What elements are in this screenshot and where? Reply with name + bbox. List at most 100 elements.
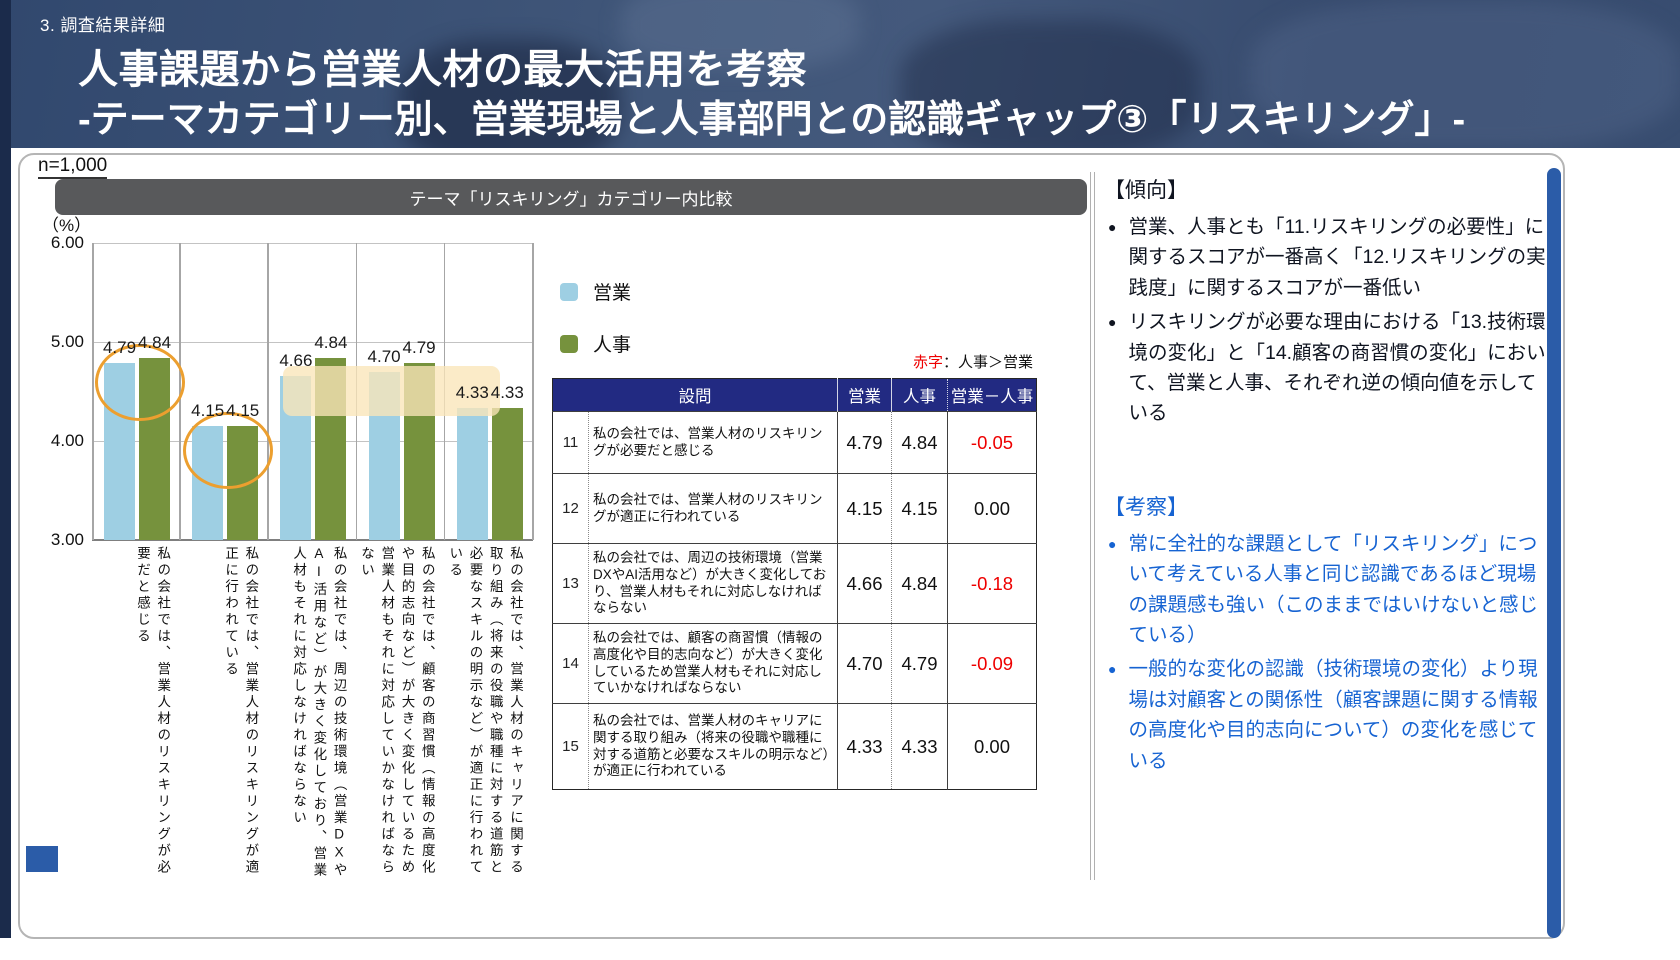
bullet-icon: ●	[1108, 219, 1117, 235]
question-text: 私の会社では、顧客の商習慣（情報の高度化や目的志向など）が大きく変化しているため…	[588, 623, 838, 704]
left-accent-strip	[0, 0, 11, 938]
header-photo-shape	[900, 20, 1200, 148]
diff-score: 0.00	[947, 473, 1037, 544]
legend-item: 人事	[560, 330, 631, 357]
bar-value-label: 4.70	[367, 346, 401, 366]
col-header-diff: 営業－人事	[947, 378, 1037, 412]
bullet-item: ● リスキリングが必要な理由における「13.技術環境の変化」と「14.顧客の商習…	[1104, 307, 1552, 429]
diff-score: -0.05	[947, 411, 1037, 474]
table-row: 14 私の会社では、顧客の商習慣（情報の高度化や目的志向など）が大きく変化してい…	[552, 623, 1037, 704]
chart-legend: 営業 人事	[560, 278, 631, 382]
bar-value-label: 4.79	[102, 337, 137, 357]
table-header-row: 設問 営業 人事 営業－人事	[552, 378, 1037, 412]
question-text: 私の会社では、周辺の技術環境（営業DXやAI活用など）が大きく変化しており、営業…	[588, 543, 838, 624]
trend-list: ● 営業、人事とも「11.リスキリングの必要性」に関するスコアが一番高く「12.…	[1104, 212, 1552, 429]
bullet-item: ● 常に全社的な課題として「リスキリング」について考えている人事と同じ認識である…	[1104, 529, 1552, 651]
bullet-icon: ●	[1108, 314, 1117, 331]
y-axis-unit-label: （%）	[42, 216, 92, 235]
header-photo-shape	[400, 40, 620, 148]
diff-score: 0.00	[947, 703, 1037, 790]
x-category-label: 私の会社では、営業人材のキャリアに関する取り組み（将来の役職や職種に対する道筋と…	[447, 546, 523, 876]
bar-value-label: 4.79	[402, 337, 436, 357]
red-text-note-rest: ：人事＞営業	[942, 354, 1033, 371]
y-tick-label: 6.00	[50, 233, 84, 252]
bar-value-label: 4.33	[455, 383, 489, 403]
red-text-note: 赤字：人事＞営業	[860, 351, 1033, 372]
question-text: 私の会社では、営業人材のリスキリングが適正に行われている	[588, 473, 838, 544]
consideration-section: 【考察】 ● 常に全社的な課題として「リスキリング」について考えている人事と同じ…	[1104, 491, 1552, 776]
legend-label: 人事	[593, 335, 632, 356]
slide-header: 3. 調査結果詳細 人事課題から営業人材の最大活用を考察 -テーマカテゴリー別、…	[0, 0, 1680, 148]
sales-score: 4.70	[837, 623, 892, 704]
sales-score: 4.66	[837, 543, 892, 624]
sales-score: 4.33	[837, 703, 892, 790]
bullet-text: リスキリングが必要な理由における「13.技術環境の変化」と「14.顧客の商習慣の…	[1128, 311, 1546, 425]
bullet-text: 常に全社的な課題として「リスキリング」について考えている人事と同じ認識であるほど…	[1128, 532, 1538, 647]
bullet-icon: ●	[1108, 661, 1117, 678]
question-text: 私の会社では、営業人材のリスキリングが必要だと感じる	[588, 411, 838, 474]
table-row: 11 私の会社では、営業人材のリスキリングが必要だと感じる 4.79 4.84 …	[552, 411, 1037, 474]
ellipse-annotation	[183, 412, 274, 490]
page-title-line1: 人事課題から営業人材の最大活用を考察	[78, 48, 807, 92]
bar-value-label: 4.33	[490, 383, 524, 403]
x-category-label: 私の会社では、営業人材のリスキリングが適正に行われている	[223, 546, 259, 876]
trend-section: 【傾向】 ● 営業、人事とも「11.リスキリングの必要性」に関するスコアが一番高…	[1104, 174, 1552, 429]
question-number: 11	[552, 411, 589, 474]
ellipse-annotation	[95, 343, 185, 421]
col-header-sales: 営業	[837, 378, 892, 412]
hr-score: 4.79	[891, 623, 948, 704]
hr-score: 4.15	[891, 473, 948, 544]
bullet-item: ● 一般的な変化の認識（技術環境の変化）より現場は対顧客との関係性（顧客課題に関…	[1104, 654, 1552, 776]
hr-score: 4.84	[891, 411, 948, 474]
bottom-accent-square	[26, 846, 58, 872]
question-number: 12	[552, 473, 589, 544]
col-header-question: 設問	[552, 378, 838, 412]
chart-title: テーマ「リスキリング」カテゴリー内比較	[409, 189, 733, 209]
bullet-text: 営業、人事とも「11.リスキリングの必要性」に関するスコアが一番高く「12.リス…	[1128, 216, 1546, 299]
x-category-label: 私の会社では、顧客の商習慣（情報の高度化や目的志向など）が大きく変化しているため…	[359, 546, 435, 876]
table-row: 15 私の会社では、営業人材のキャリアに関する取り組み（将来の役職や職種に対する…	[552, 703, 1037, 790]
bar-value-label: 4.66	[279, 350, 313, 370]
header-photo-shape	[620, 0, 860, 70]
sales-score: 4.79	[837, 411, 892, 474]
x-category-label: 私の会社では、営業人材のリスキリングが必要だと感じる	[134, 546, 171, 876]
header-photo-shape	[1250, 0, 1680, 148]
question-number: 13	[552, 543, 589, 624]
y-tick-label: 4.00	[50, 431, 84, 450]
bullet-icon: ●	[1108, 535, 1117, 552]
comparison-table: 設問 営業 人事 営業－人事 11 私の会社では、営業人材のリスキリングが必要だ…	[552, 378, 1037, 790]
y-tick-label: 5.00	[50, 332, 84, 351]
legend-swatch	[560, 334, 578, 353]
legend-label: 営業	[593, 283, 632, 304]
table-row: 13 私の会社では、周辺の技術環境（営業DXやAI活用など）が大きく変化しており…	[552, 543, 1037, 624]
bar-value-label: 4.84	[314, 332, 348, 352]
question-number: 15	[552, 703, 589, 790]
question-number: 14	[552, 623, 589, 704]
bar-人事-5	[491, 408, 523, 540]
bullet-item: ● 営業、人事とも「11.リスキリングの必要性」に関するスコアが一番高く「12.…	[1104, 212, 1552, 303]
trend-title: 【傾向】	[1104, 179, 1188, 202]
highlight-band-annotation	[283, 366, 500, 416]
consideration-title: 【考察】	[1104, 495, 1188, 519]
legend-item: 営業	[560, 278, 631, 305]
page-title-line2: -テーマカテゴリー別、営業現場と人事部門との認識ギャップ③「リスキリング」-	[78, 99, 1466, 141]
bullet-text: 一般的な変化の認識（技術環境の変化）より現場は対顧客との関係性（顧客課題に関する…	[1128, 658, 1538, 772]
insights-panel: 【傾向】 ● 営業、人事とも「11.リスキリングの必要性」に関するスコアが一番高…	[1104, 174, 1552, 780]
diff-score: -0.09	[947, 623, 1037, 704]
section-number-label: 3. 調査結果詳細	[40, 16, 166, 35]
bar-chart-plot: 4.79 4.84 4.15 4.15 4.66 4.84 4.70 4.79 4.33 4.33	[92, 243, 534, 541]
bar-営業-5	[456, 408, 488, 540]
sample-size-label: n=1,000	[38, 155, 108, 179]
x-axis-category-labels: 私の会社では、営業人材のリスキリングが必要だと感じる 私の会社では、営業人材のリス…	[92, 546, 533, 886]
question-text: 私の会社では、営業人材のキャリアに関する取り組み（将来の役職や職種に対する道筋と…	[588, 703, 838, 790]
diff-score: -0.18	[947, 543, 1037, 624]
table-row: 12 私の会社では、営業人材のリスキリングが適正に行われている 4.15 4.1…	[552, 473, 1037, 544]
hr-score: 4.84	[891, 543, 948, 624]
consideration-list: ● 常に全社的な課題として「リスキリング」について考えている人事と同じ認識である…	[1104, 529, 1552, 776]
x-category-label: 私の会社では、周辺の技術環境（営業DXやAI活用など）が大きく変化しており、営業…	[291, 546, 347, 879]
hr-score: 4.33	[891, 703, 948, 790]
y-tick-label: 3.00	[50, 530, 84, 549]
col-header-hr: 人事	[891, 378, 948, 412]
bar-value-label: 4.84	[137, 332, 172, 352]
